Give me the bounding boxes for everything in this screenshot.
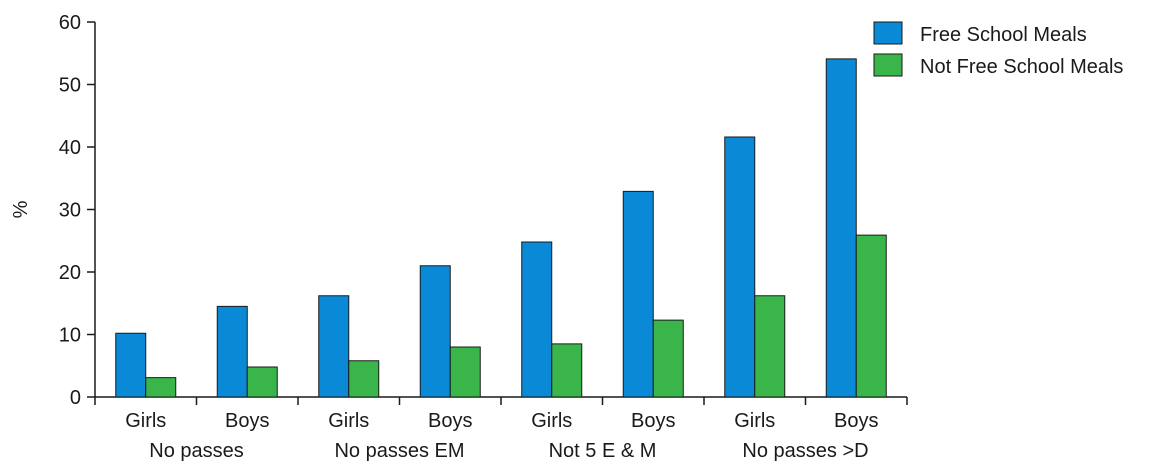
bar-not-fsm [754,295,786,398]
bar-not-fsm [348,360,380,398]
x-group-label: No passes EM [334,440,464,462]
bar-not-fsm [145,377,177,398]
bar-fsm [825,58,857,398]
bar-fsm [216,305,248,398]
x-category-label: Girls [125,410,166,432]
x-category-label: Girls [531,410,572,432]
x-group-label: No passes [149,440,244,462]
bar-not-fsm [551,343,583,398]
y-tick-label: 40 [59,137,81,159]
x-group-label: No passes >D [742,440,868,462]
bar-fsm [115,332,147,398]
x-category-label: Boys [834,410,878,432]
bar-fsm [419,265,451,398]
x-category-label: Boys [225,410,269,432]
y-tick-label: 20 [59,262,81,284]
bars [115,58,887,398]
legend: Free School Meals Not Free School Meals [873,21,1123,78]
bar-fsm [622,190,654,398]
y-tick-label: 60 [59,12,81,34]
legend-label: Free School Meals [920,24,1087,46]
y-tick-label: 10 [59,325,81,347]
bar-fsm [724,136,756,398]
x-category-label: Boys [631,410,675,432]
bar-not-fsm [652,319,684,398]
legend-label: Not Free School Meals [920,56,1123,78]
y-tick-label: 50 [59,75,81,97]
x-category-label: Girls [328,410,369,432]
legend-swatch [873,21,903,45]
bar-not-fsm [246,366,278,398]
y-tick-label: 30 [59,200,81,222]
labels: Girls Boys Girls Boys Girls Boys Girls Boys No p… [125,410,878,462]
x-category-label: Girls [734,410,775,432]
x-category-label: Boys [428,410,472,432]
y-axis-title: % [10,200,32,218]
bar-not-fsm [449,346,481,398]
bar-fsm [521,241,553,398]
legend-swatch [873,53,903,77]
bar-not-fsm [855,234,887,398]
y-tick-label: 0 [70,387,81,409]
bar-fsm [318,295,350,398]
x-group-label: Not 5 E & M [549,440,657,462]
